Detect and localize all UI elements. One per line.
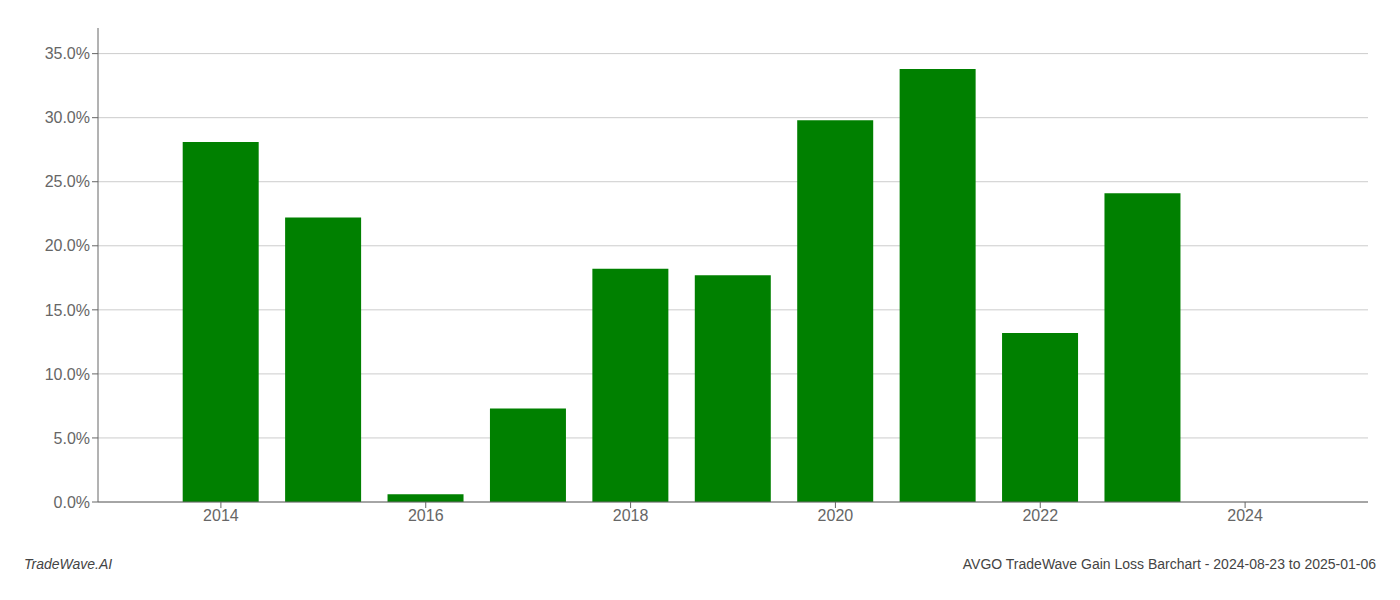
- svg-text:35.0%: 35.0%: [45, 45, 90, 62]
- svg-text:30.0%: 30.0%: [45, 109, 90, 126]
- svg-text:2016: 2016: [408, 507, 444, 524]
- svg-text:2024: 2024: [1227, 507, 1263, 524]
- svg-text:25.0%: 25.0%: [45, 173, 90, 190]
- svg-text:2020: 2020: [818, 507, 854, 524]
- svg-text:15.0%: 15.0%: [45, 302, 90, 319]
- svg-text:2014: 2014: [203, 507, 239, 524]
- svg-text:2018: 2018: [613, 507, 649, 524]
- html-text:TradeWave.AI: TradeWave.AI: [24, 556, 113, 572]
- svg-text:5.0%: 5.0%: [54, 430, 90, 447]
- svg-text:2022: 2022: [1022, 507, 1058, 524]
- svg-text:10.0%: 10.0%: [45, 366, 90, 383]
- svg-text:0.0%: 0.0%: [54, 494, 90, 511]
- svg-text:20.0%: 20.0%: [45, 237, 90, 254]
- html-text:AVGO TradeWave Gain Loss Barch: AVGO TradeWave Gain Loss Barchart - 2024…: [962, 556, 1376, 572]
